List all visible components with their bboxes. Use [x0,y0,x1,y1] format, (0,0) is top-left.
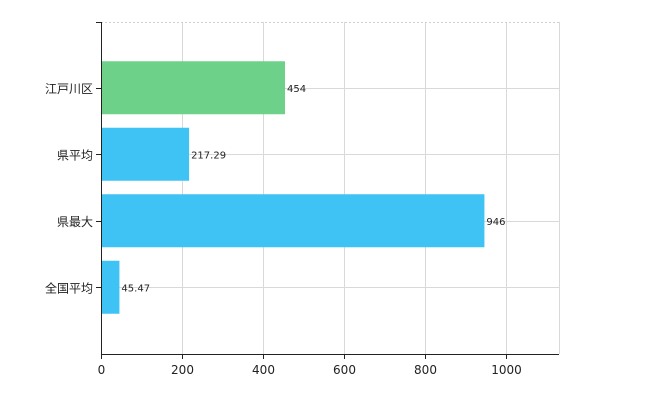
bar-value-label-0: 454 [287,84,306,95]
y-tick-label-1: 県平均 [57,148,93,162]
y-tick-label-2: 県最大 [57,215,93,229]
bar-0 [101,61,286,115]
bar-value-label-3: 45.47 [121,283,150,294]
bar-1 [101,127,190,181]
bar-2 [101,194,485,248]
x-tick-label-3: 600 [333,363,356,377]
bar-value-label-1: 217.29 [191,150,226,161]
bar-value-label-2: 946 [486,217,505,228]
axes [96,22,559,359]
y-tick-label-3: 全国平均 [45,280,93,295]
labels: 454 江戸川区 217.29 県平均 946 県最大 45.47 全国平均 0 200 400 60… [45,82,522,377]
x-tick-label-1: 200 [171,363,194,377]
x-tick-label-4: 800 [414,363,437,377]
x-tick-label-5: 1000 [491,363,522,377]
x-tick-label-0: 0 [98,363,106,377]
x-tick-label-2: 400 [252,363,275,377]
bar-3 [101,260,120,314]
bars [101,61,485,314]
y-tick-label-0: 江戸川区 [45,82,93,96]
